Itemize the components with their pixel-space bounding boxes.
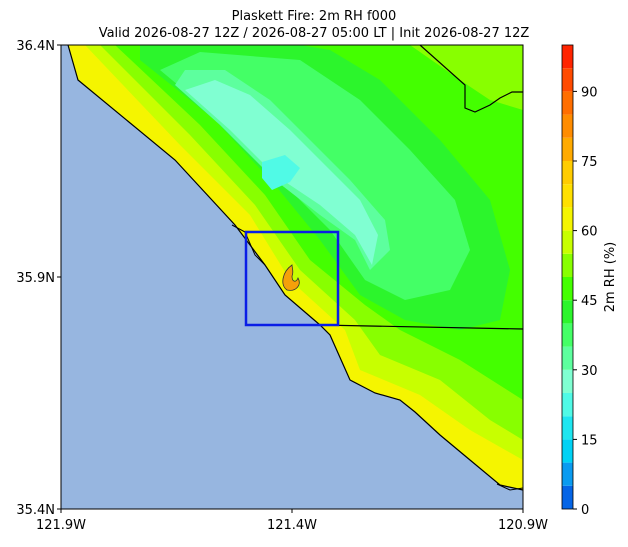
y-tick-label: 35.4N [16,503,55,518]
colorbar-tick-label: 75 [581,155,598,170]
colorbar-frame [561,44,574,510]
colorbar-tick-label: 60 [581,225,598,240]
x-tick-label: 120.9W [498,518,548,533]
colorbar-tick-label: 0 [581,503,589,518]
map-title: Plaskett Fire: 2m RH f000 [232,9,397,24]
county-line [319,324,523,330]
colorbar-band [562,277,573,301]
colorbar-tick-label: 90 [581,85,598,100]
colorbar-band [562,91,573,115]
county-line [496,483,523,491]
colorbar-band [562,207,573,231]
x-tick-label: 121.9W [36,518,86,533]
colorbar-band [562,485,573,509]
map-area [61,45,523,509]
colorbar-band [562,161,573,185]
colorbar-band [562,137,573,161]
colorbar-band [562,184,573,208]
colorbar-band [562,416,573,440]
colorbar-band [562,323,573,347]
contour [262,155,300,190]
fire-perimeter [282,264,300,291]
colorbar-band [562,68,573,92]
coastline [67,45,523,491]
colorbar-tick-label: 15 [581,433,598,448]
colorbar-band [562,439,573,463]
y-tick-label: 36.4N [16,39,55,54]
colorbar-band [562,45,573,69]
colorbar-band [562,393,573,417]
map-subtitle: Valid 2026-08-27 12Z / 2026-08-27 05:00 … [99,26,530,41]
colorbar-band [562,300,573,324]
colorbar-band [562,346,573,370]
colorbar-tick-label: 45 [581,294,598,309]
x-tick-label: 121.4W [267,518,317,533]
colorbar-band [562,230,573,254]
colorbar-band [562,369,573,393]
rh-field [68,45,523,490]
y-tick-label: 35.9N [16,271,55,286]
colorbar-tick-label: 30 [581,364,598,379]
colorbar-band [562,114,573,138]
colorbar-label: 2m RH (%) [603,242,618,313]
coastline [231,224,266,266]
fire-box [244,230,340,327]
county-line [419,45,523,113]
colorbar-band [562,253,573,277]
colorbar-band [562,462,573,486]
